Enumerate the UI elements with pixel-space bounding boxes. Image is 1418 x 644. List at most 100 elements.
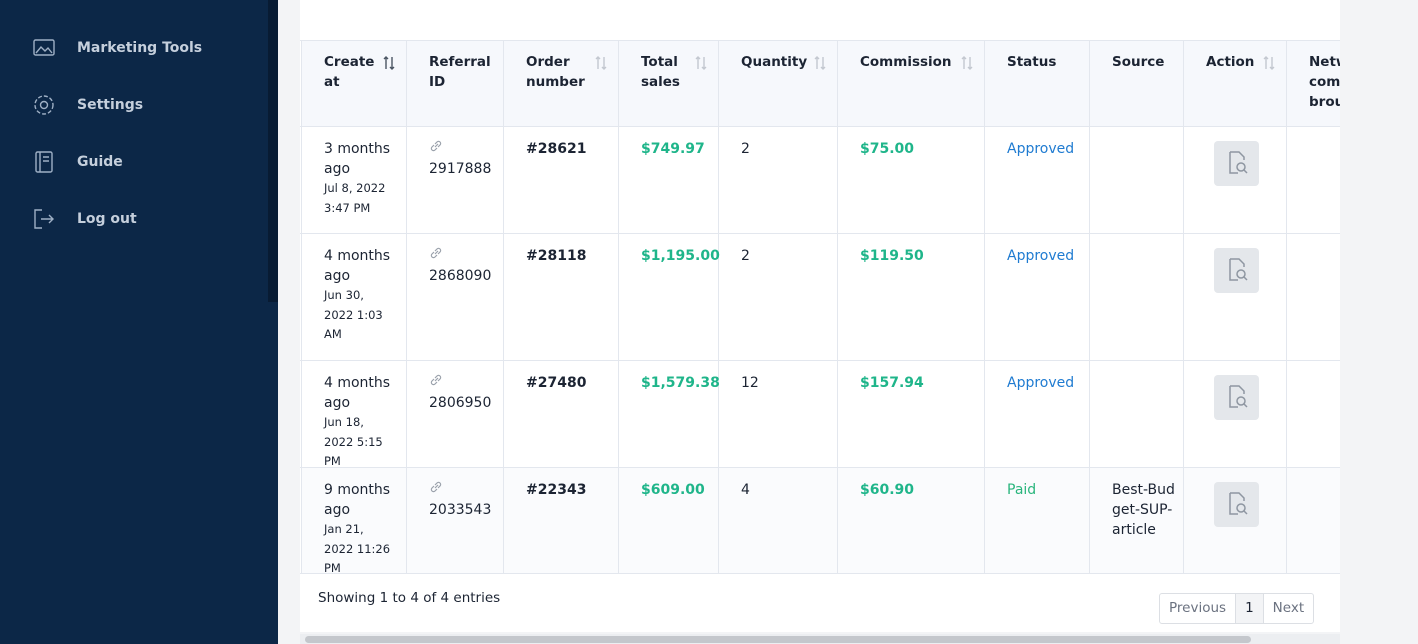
link-icon[interactable] (429, 373, 493, 393)
quantity: 2 (741, 248, 750, 264)
link-icon[interactable] (429, 480, 493, 500)
nav-item[interactable]: Marketing Tools (32, 35, 202, 61)
created-cell: 9 months ago Jan 21, 2022 11:26 PM (301, 480, 406, 579)
total: $1,195.00 (641, 248, 720, 264)
row-border (300, 233, 1340, 234)
row-border (300, 40, 1340, 41)
page-button[interactable]: Previous (1169, 600, 1227, 616)
nav-label: Guide (77, 154, 123, 170)
sort-icon[interactable] (814, 55, 826, 70)
date: Jun 18, 2022 5:15 PM (324, 415, 383, 468)
row-border (300, 467, 1340, 468)
header-bg (301, 40, 1340, 126)
col-border (1089, 40, 1090, 573)
column-header[interactable]: Order number (526, 54, 585, 90)
column-header: Network commission brought (1309, 54, 1340, 110)
created: 4 months ago (324, 375, 391, 411)
view-button[interactable] (1214, 248, 1259, 293)
column-header[interactable]: Quantity (741, 54, 808, 70)
col-border (618, 40, 619, 573)
referral-cell: 2806950 (406, 373, 503, 413)
column-header[interactable]: Total sales (641, 54, 680, 90)
column-header: Status (1007, 54, 1057, 70)
col-border (1286, 40, 1287, 573)
order: #27480 (526, 375, 587, 391)
link-icon[interactable] (429, 139, 493, 159)
total: $609.00 (641, 482, 705, 498)
created: 9 months ago (324, 482, 391, 518)
source: Best-Budget-SUP-article (1112, 482, 1175, 538)
pagination: Previous 1 Next (1159, 593, 1315, 624)
nav-icon (34, 209, 54, 229)
referral-id: 2917888 (429, 161, 492, 177)
view-button[interactable] (1214, 141, 1259, 186)
col-border (984, 40, 985, 573)
status: Approved (1007, 141, 1075, 157)
nav-label: Marketing Tools (77, 40, 203, 56)
col-border (406, 40, 407, 573)
col-border (1183, 40, 1184, 573)
status: Approved (1007, 375, 1075, 391)
column-header[interactable]: Action (1206, 54, 1255, 70)
sidebar-scrollbar (268, 0, 278, 302)
referral-cell: 2033543 (406, 480, 503, 520)
col-border (503, 40, 504, 573)
commission: $119.50 (860, 248, 924, 264)
col-border (301, 40, 302, 573)
referral-cell: 2917888 (406, 139, 503, 179)
referral-cell: 2868090 (406, 246, 503, 286)
row-border (300, 126, 1340, 127)
view-button[interactable] (1214, 482, 1259, 527)
sort-icon[interactable] (595, 55, 607, 70)
referral-id: 2033543 (429, 502, 492, 518)
order: #22343 (526, 482, 587, 498)
commission: $75.00 (860, 141, 915, 157)
nav-item[interactable]: Guide (32, 149, 123, 175)
page-button[interactable]: Next (1262, 594, 1313, 623)
nav-icon (34, 95, 54, 115)
referral-id: 2806950 (429, 395, 492, 411)
date: Jun 30, 2022 1:03 AM (324, 288, 383, 341)
col-border (837, 40, 838, 573)
total: $749.97 (641, 141, 705, 157)
column-header[interactable]: Commission (860, 54, 952, 70)
column-header: Source (1112, 54, 1165, 70)
link-icon[interactable] (429, 246, 493, 266)
nav-item[interactable]: Settings (32, 92, 143, 118)
sidebar: Marketing Tools Settings Guide Log out (0, 0, 278, 644)
scroll-thumb[interactable] (305, 636, 1251, 643)
date: Jan 21, 2022 11:26 PM (324, 522, 391, 575)
footer-info: Showing 1 to 4 of 4 entries (318, 590, 501, 606)
column-header: Referral ID (429, 54, 491, 90)
sort-icon[interactable] (695, 55, 707, 70)
sort-icon[interactable] (961, 55, 973, 70)
table-card: Create at Referral ID Order number Total sa… (300, 0, 1340, 632)
created: 4 months ago (324, 248, 391, 284)
commission: $60.90 (860, 482, 915, 498)
order: #28621 (526, 141, 587, 157)
quantity: 4 (741, 482, 750, 498)
total: $1,579.38 (641, 375, 720, 391)
nav-item[interactable]: Log out (32, 206, 137, 232)
order: #28118 (526, 248, 587, 264)
nav-label: Log out (77, 211, 137, 227)
sort-icon[interactable] (1263, 55, 1275, 70)
page-button[interactable]: 1 (1235, 594, 1263, 623)
h-scrollbar (300, 634, 1340, 644)
status: Approved (1007, 248, 1075, 264)
column-header[interactable]: Create at (324, 54, 375, 90)
created-cell: 3 months ago Jul 8, 2022 3:47 PM (301, 139, 406, 218)
sort-icon[interactable] (383, 55, 395, 70)
nav-label: Settings (77, 97, 144, 113)
row-border (300, 360, 1340, 361)
col-border (718, 40, 719, 573)
row-bg (301, 467, 1340, 573)
created-cell: 4 months ago Jun 18, 2022 5:15 PM (301, 373, 406, 472)
view-button[interactable] (1214, 375, 1259, 420)
commission: $157.94 (860, 375, 924, 391)
quantity: 12 (741, 375, 759, 391)
created: 3 months ago (324, 141, 391, 177)
row-border (300, 573, 1340, 574)
nav-icon (35, 151, 53, 173)
